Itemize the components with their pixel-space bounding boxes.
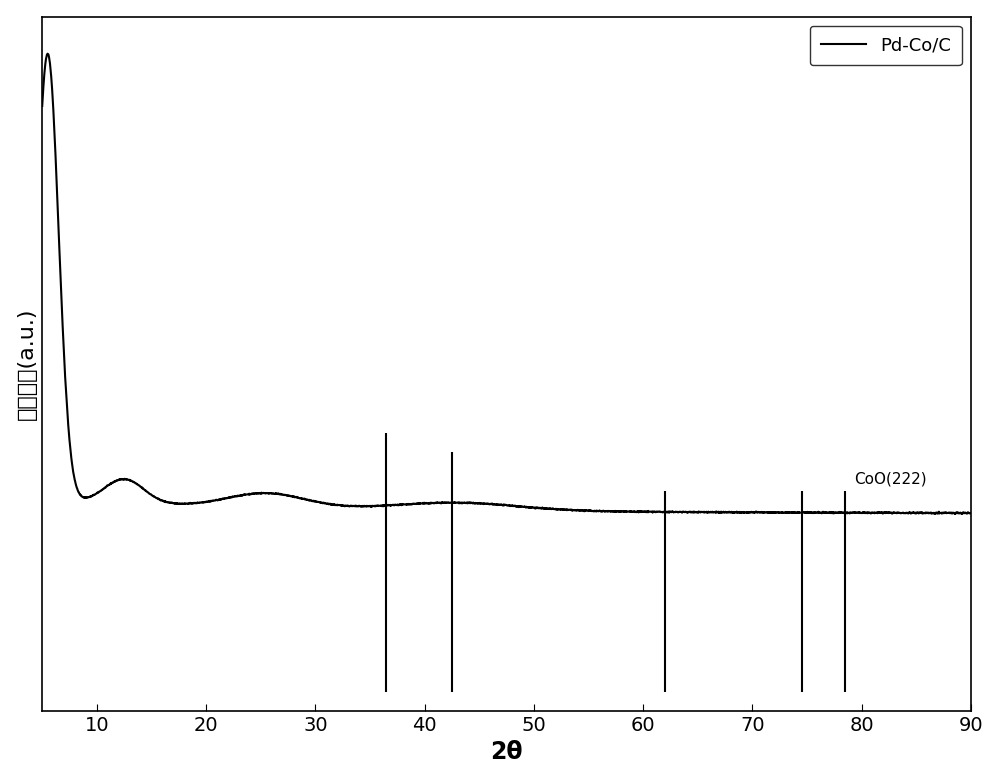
Legend: Pd-Co/C: Pd-Co/C <box>810 26 962 66</box>
Y-axis label: 相对强度(a.u.): 相对强度(a.u.) <box>17 308 37 420</box>
X-axis label: 2θ: 2θ <box>490 740 523 765</box>
Text: CoO(222): CoO(222) <box>854 472 927 487</box>
